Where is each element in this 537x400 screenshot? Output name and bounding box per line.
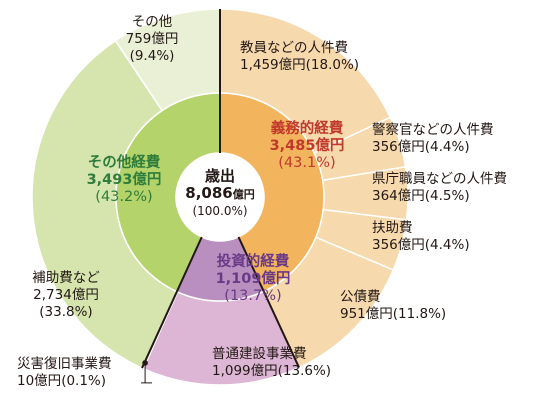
slice-name: 県庁職員などの人件費	[372, 171, 507, 187]
group-divider-2	[237, 236, 300, 368]
slice-percent: (11.8%)	[392, 306, 447, 322]
slice-name: 教員などの人件費	[240, 40, 348, 56]
slice-name: その他	[131, 14, 173, 30]
slice-value: 356億円	[372, 139, 425, 155]
slice-value: 10億円	[17, 373, 62, 389]
slice-label-police-personnel: 警察官などの人件費 356億円(4.4%)	[372, 122, 494, 156]
slice-value-row: 10億円(0.1%)	[17, 373, 112, 390]
slice-value-row: 356億円(4.4%)	[372, 237, 470, 254]
slice-name: 警察官などの人件費	[372, 122, 494, 138]
slice-value: 759億円	[125, 31, 179, 47]
slice-label-assistance: 扶助費 356億円(4.4%)	[372, 220, 470, 254]
group-name: その他経費	[87, 155, 161, 171]
center-label: 歳出 8,086億円 (100.0%)	[180, 168, 260, 220]
group-percent: (43.1%)	[278, 155, 336, 171]
slice-percent: (4.4%)	[424, 139, 470, 155]
slice-percent: (0.1%)	[61, 373, 107, 389]
group-percent: (43.2%)	[95, 189, 153, 205]
slice-name: 普通建設事業費	[212, 346, 307, 362]
slice-value-row: 1,459億円(18.0%)	[240, 57, 359, 74]
slice-percent: (13.6%)	[277, 363, 332, 379]
slice-name: 扶助費	[372, 220, 413, 236]
donut-center-hole	[176, 153, 264, 241]
slice-label-subsidies: 補助費など 2,734億円 (33.8%)	[16, 270, 116, 321]
center-percent: (100.0%)	[192, 204, 248, 218]
slice-value: 364億円	[372, 188, 425, 204]
slice-label-other: その他 759億円 (9.4%)	[112, 14, 192, 65]
slice-label-disaster-recovery: 災害復旧事業費 10億円(0.1%)	[17, 356, 112, 390]
group-value: 3,493億円	[86, 172, 162, 188]
slice-label-public-works: 普通建設事業費 1,099億円(13.6%)	[212, 346, 331, 380]
slice-percent: (4.5%)	[424, 188, 470, 204]
slice-label-prefecture-staff-personnel: 県庁職員などの人件費 364億円(4.5%)	[372, 171, 507, 205]
disaster-recovery-leader-line	[141, 362, 152, 384]
group-percent: (13.7%)	[224, 288, 282, 304]
group-value: 1,109億円	[215, 271, 291, 287]
slice-percent: (33.8%)	[39, 304, 93, 320]
center-amount-row: 8,086億円	[180, 185, 260, 203]
group-value: 3,485億円	[269, 138, 345, 154]
slice-label-teacher-personnel: 教員などの人件費 1,459億円(18.0%)	[240, 40, 359, 74]
slice-percent: (4.4%)	[424, 237, 470, 253]
slice-percent: (18.0%)	[305, 57, 360, 73]
slice-value-row: 1,099億円(13.6%)	[212, 363, 331, 380]
slice-value: 356億円	[372, 237, 425, 253]
group-label-mandatory: 義務的経費 3,485億円 (43.1%)	[246, 121, 368, 172]
slice-label-debt-service: 公債費 951億円(11.8%)	[340, 289, 446, 323]
group-name: 投資的経費	[216, 254, 290, 270]
center-amount: 8,086	[185, 184, 233, 202]
slice-value: 2,734億円	[33, 287, 99, 303]
slice-value-row: 356億円(4.4%)	[372, 139, 494, 156]
center-unit: 億円	[232, 188, 255, 201]
group-name: 義務的経費	[270, 121, 344, 137]
slice-name: 災害復旧事業費	[17, 356, 112, 372]
slice-value: 1,099億円	[212, 363, 278, 379]
disaster-recovery-dot	[142, 360, 148, 366]
slice-percent: (9.4%)	[129, 48, 175, 64]
slice-value: 1,459億円	[240, 57, 306, 73]
group-label-other: その他経費 3,493億円 (43.2%)	[64, 155, 184, 206]
slice-name: 補助費など	[32, 270, 100, 286]
slice-value-row: 951億円(11.8%)	[340, 306, 446, 323]
slice-value: 951億円	[340, 306, 393, 322]
group-divider-3	[141, 236, 203, 369]
slice-name: 公債費	[340, 289, 381, 305]
center-title: 歳出	[204, 167, 235, 185]
group-label-investment: 投資的経費 1,109億円 (13.7%)	[190, 254, 316, 305]
slice-value-row: 364億円(4.5%)	[372, 188, 507, 205]
